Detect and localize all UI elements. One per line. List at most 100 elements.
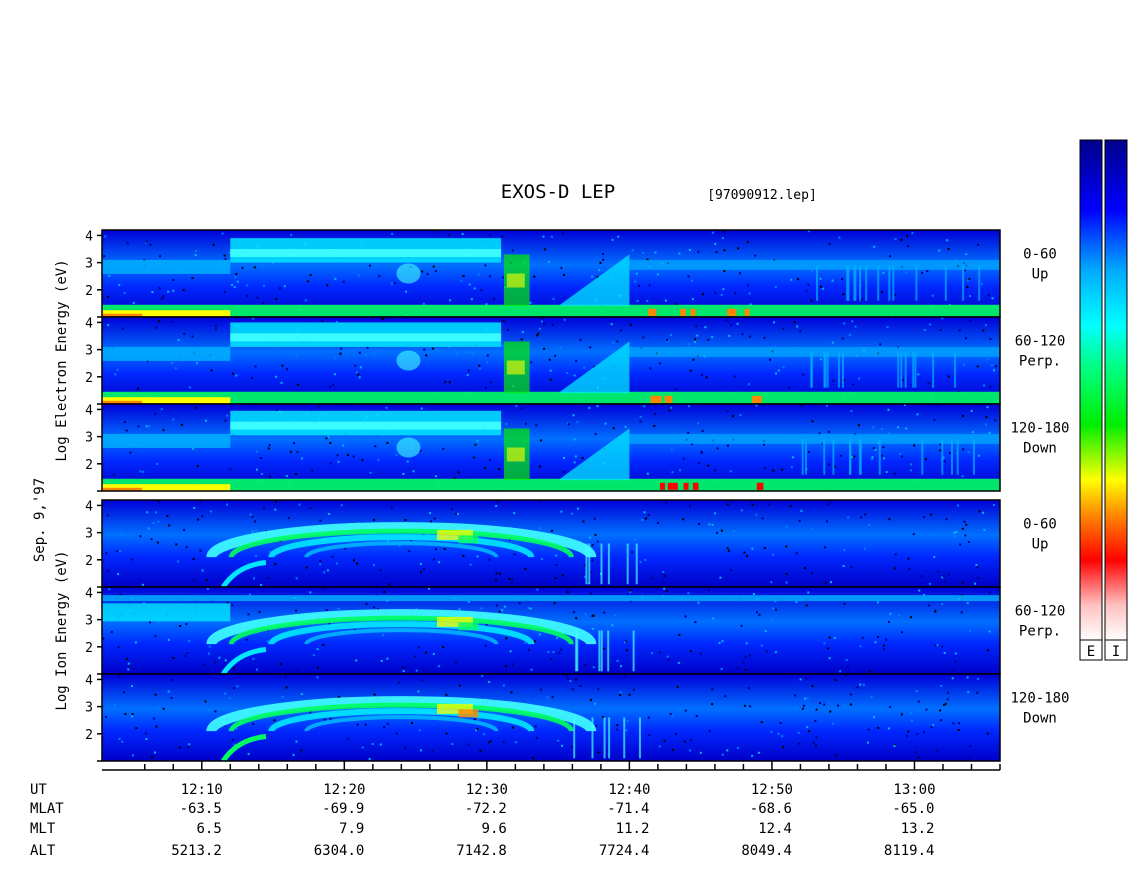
- noise-pixel: [479, 367, 482, 370]
- noise-pixel: [204, 700, 207, 703]
- noise-pixel: [889, 612, 892, 615]
- noise-pixel: [801, 707, 804, 710]
- noise-pixel: [415, 608, 418, 611]
- noise-pixel: [361, 458, 364, 461]
- noise-pixel: [223, 254, 226, 257]
- ephemeris-value: 8119.4: [884, 843, 935, 859]
- burst-feature: [506, 447, 525, 462]
- ephemeris-value: 7.9: [339, 821, 364, 837]
- noise-pixel: [642, 252, 645, 254]
- noise-pixel: [108, 588, 111, 591]
- streak: [632, 630, 635, 672]
- noise-pixel: [695, 325, 698, 328]
- noise-pixel: [119, 593, 122, 596]
- noise-pixel: [914, 751, 917, 753]
- noise-pixel: [274, 508, 277, 511]
- noise-pixel: [231, 739, 234, 741]
- noise-pixel: [353, 559, 355, 562]
- noise-pixel: [832, 722, 834, 725]
- noise-pixel: [146, 511, 149, 514]
- noise-pixel: [687, 592, 690, 595]
- noise-pixel: [342, 444, 345, 447]
- noise-pixel: [828, 463, 831, 466]
- noise-pixel: [823, 703, 826, 706]
- noise-pixel: [485, 623, 488, 626]
- noise-pixel: [643, 405, 646, 408]
- noise-pixel: [252, 317, 255, 320]
- noise-pixel: [843, 602, 846, 605]
- noise-pixel: [208, 645, 211, 648]
- noise-pixel: [122, 327, 125, 330]
- noise-pixel: [257, 434, 260, 437]
- noise-pixel: [740, 624, 743, 627]
- noise-pixel: [744, 669, 747, 671]
- noise-pixel: [876, 601, 879, 604]
- noise-pixel: [910, 711, 913, 714]
- noise-pixel: [538, 527, 541, 530]
- noise-pixel: [966, 286, 969, 288]
- noise-pixel: [962, 448, 965, 451]
- noise-pixel: [921, 271, 923, 274]
- noise-pixel: [423, 568, 426, 571]
- noise-pixel: [511, 578, 514, 581]
- noise-pixel: [561, 744, 564, 747]
- noise-pixel: [900, 455, 903, 458]
- panel-ion-down: 2 3 4: [85, 673, 1001, 763]
- noise-pixel: [455, 512, 458, 515]
- noise-pixel: [160, 408, 163, 411]
- noise-pixel: [499, 572, 501, 575]
- noise-pixel: [334, 373, 336, 376]
- noise-pixel: [131, 685, 133, 688]
- ion-arc: [304, 541, 499, 558]
- noise-pixel: [885, 471, 888, 473]
- streak: [575, 630, 578, 672]
- noise-pixel: [543, 322, 545, 325]
- low-energy-band: [102, 478, 1000, 491]
- noise-pixel: [974, 582, 977, 585]
- noise-pixel: [811, 420, 814, 423]
- noise-pixel: [567, 423, 570, 426]
- noise-pixel: [309, 507, 312, 509]
- noise-pixel: [293, 442, 296, 445]
- noise-pixel: [473, 718, 476, 721]
- noise-pixel: [986, 732, 989, 735]
- panel-electron-perp: 2 3 4: [85, 316, 1001, 405]
- noise-pixel: [123, 421, 126, 424]
- noise-pixel: [781, 468, 784, 471]
- noise-pixel: [596, 405, 599, 408]
- y-tick-label: 3: [85, 614, 93, 629]
- noise-pixel: [385, 406, 388, 409]
- noise-pixel: [432, 558, 435, 561]
- noise-pixel: [144, 732, 147, 735]
- noise-pixel: [382, 634, 385, 637]
- noise-pixel: [117, 646, 120, 649]
- noise-pixel: [934, 644, 937, 647]
- noise-pixel: [390, 282, 393, 285]
- noise-pixel: [449, 299, 452, 302]
- noise-pixel: [967, 541, 970, 543]
- ion-peak: [436, 529, 473, 540]
- y-tick-label: 3: [85, 527, 93, 542]
- noise-pixel: [543, 347, 546, 350]
- noise-pixel: [628, 693, 631, 696]
- noise-pixel: [988, 591, 991, 594]
- noise-pixel: [425, 354, 428, 357]
- noise-pixel: [485, 303, 488, 306]
- noise-pixel: [328, 513, 331, 515]
- noise-pixel: [838, 236, 841, 239]
- plasma-band: [629, 346, 1000, 357]
- pitch-angle-labels: 0-60 Up 60-120 Perp. 120-180 Down 0-60 Up 60-120…: [1010, 247, 1069, 727]
- noise-pixel: [736, 666, 739, 669]
- noise-pixel: [957, 729, 960, 731]
- noise-pixel: [664, 299, 667, 302]
- noise-pixel: [847, 665, 849, 668]
- noise-pixel: [800, 509, 803, 512]
- noise-pixel: [573, 374, 576, 377]
- noise-pixel: [691, 443, 693, 446]
- noise-pixel: [431, 347, 434, 350]
- noise-pixel: [555, 554, 558, 557]
- ephemeris-value: -69.9: [322, 801, 364, 817]
- noise-pixel: [574, 455, 577, 458]
- noise-pixel: [414, 655, 416, 658]
- streak: [978, 265, 981, 301]
